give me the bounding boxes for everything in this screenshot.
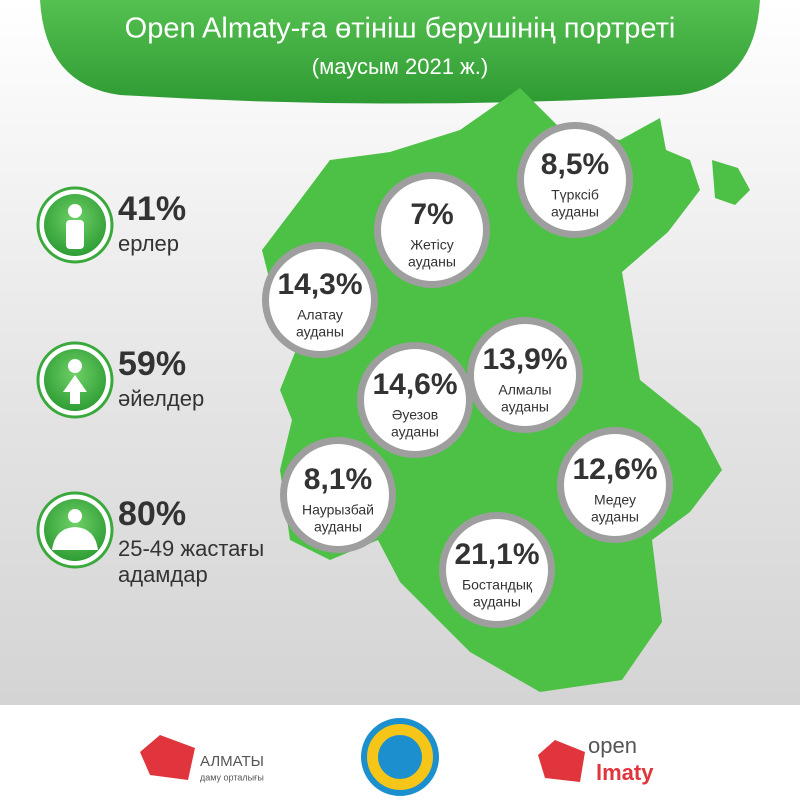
stat-label: 25-49 жастағы <box>118 536 264 561</box>
district-name: ауданы <box>501 399 549 415</box>
stat-label: адамдар <box>118 562 208 587</box>
district-name: Алатау <box>297 307 343 323</box>
left-logo-name: АЛМАТЫ <box>200 753 264 770</box>
district-value: 7% <box>410 198 453 231</box>
stat-label: ерлер <box>118 231 179 256</box>
map-island <box>712 160 750 205</box>
district-circle <box>269 249 371 351</box>
left-logo-sub: даму орталығы <box>200 772 264 782</box>
district-name: Бостандық <box>462 577 533 593</box>
header-banner <box>40 0 760 104</box>
stat-icon-body <box>52 527 98 550</box>
stat-icon-body <box>66 220 84 249</box>
title: Open Almaty-ға өтініш берушінің портреті <box>125 13 676 45</box>
stat-icon-head <box>68 359 82 373</box>
stat-icon-head <box>68 204 82 218</box>
district-name: Медеу <box>594 492 636 508</box>
district-value: 8,5% <box>541 148 609 181</box>
district-name: Алмалы <box>498 382 551 398</box>
stat-value: 59% <box>118 345 186 383</box>
stat-icon-body <box>63 375 87 404</box>
district-name: ауданы <box>391 424 439 440</box>
district-value: 21,1% <box>454 538 539 571</box>
district-value: 8,1% <box>304 463 372 496</box>
right-logo-top: open <box>588 733 637 758</box>
district-name: ауданы <box>473 594 521 610</box>
district-name: Наурызбай <box>302 502 374 518</box>
stat-label: әйелдер <box>118 386 204 411</box>
emblem-center <box>378 735 422 779</box>
district-name: ауданы <box>408 254 456 270</box>
district-name: Жетісу <box>410 237 454 253</box>
stat-value: 80% <box>118 495 186 533</box>
districts: 8,5%Түрксібауданы7%Жетісуауданы14,3%Алат… <box>262 122 673 628</box>
district-circle <box>564 434 666 536</box>
district-value: 13,9% <box>482 343 567 376</box>
district-name: Әуезов <box>392 407 438 423</box>
district-name: ауданы <box>296 324 344 340</box>
district-circle <box>524 129 626 231</box>
district-circle <box>474 324 576 426</box>
almaty-logo-mark <box>140 735 195 780</box>
district-value: 12,6% <box>572 453 657 486</box>
right-logo-bottom: lmaty <box>596 760 654 785</box>
district-circle <box>364 349 466 451</box>
district-circle <box>287 444 389 546</box>
district-name: ауданы <box>314 519 362 535</box>
stats: 41% ерлер 59% әйелдер 80% 25-49 жастағыадамда… <box>36 186 264 587</box>
open-logo-mark <box>538 740 585 782</box>
district-circle <box>381 179 483 281</box>
district-name: ауданы <box>551 204 599 220</box>
district-name: Түрксіб <box>551 187 599 203</box>
district-name: ауданы <box>591 509 639 525</box>
stat-value: 41% <box>118 190 186 228</box>
subtitle: (маусым 2021 ж.) <box>312 54 488 79</box>
district-circle <box>446 519 548 621</box>
district-value: 14,6% <box>372 368 457 401</box>
district-value: 14,3% <box>277 268 362 301</box>
stat-icon-head <box>68 509 82 523</box>
